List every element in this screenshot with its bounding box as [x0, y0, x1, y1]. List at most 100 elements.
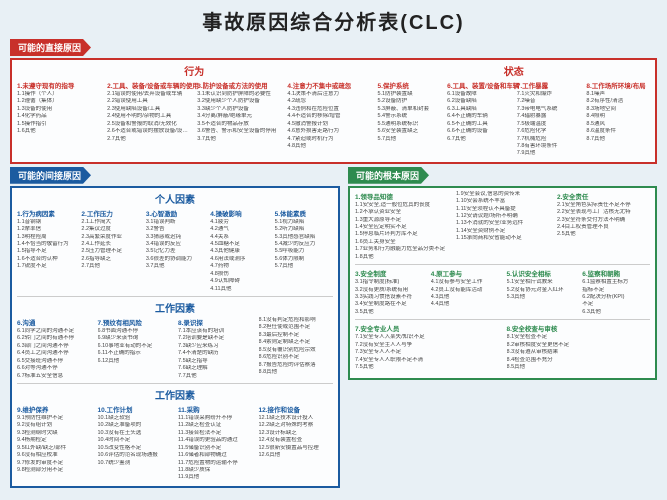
list-item: 7.3带电电气系统: [517, 106, 581, 113]
list-item: 3.1未认识到防护屏障的必要性: [197, 91, 281, 98]
col-head: 10.工作计划: [98, 404, 173, 414]
list-item: 3.1指令制度(标准): [355, 279, 423, 286]
list-item: 1.8其他: [355, 254, 448, 261]
col-head: 11.采购: [178, 404, 253, 414]
list-item: 12.5很新安摄置品与控理: [259, 445, 334, 452]
list-item: 5.1视力缺陷: [275, 219, 333, 226]
list-item: 9.2没有组计划: [17, 422, 92, 429]
list-item: 7.1火灾和爆炸: [517, 91, 581, 98]
list-item: 4.2通气: [210, 226, 268, 233]
list-item: 2.5其他: [557, 231, 650, 238]
list-item: 6.3部门之间沟通不停: [17, 343, 92, 350]
col-head: 2.安全责任: [557, 191, 650, 201]
list-item: 11.5储备识别不足: [178, 445, 253, 452]
list-item: 11.1错误采购纷升不停: [178, 415, 253, 422]
list-item: 8.6温度条件: [586, 128, 650, 135]
list-item: 5.7其他: [275, 263, 333, 270]
list-item: 5.2没有协元对金入红环: [507, 287, 575, 294]
list-item: 9.6没有相应校准: [17, 452, 92, 459]
list-item: 6.12其他: [98, 358, 173, 365]
list-item: 1.13不消就的安全/业务远件: [456, 220, 549, 227]
section-root: 可能的根本原因 1.领导品知德1.1安安全,适一般位危其的丧度1.2不承认资业安…: [348, 167, 657, 488]
list-item: 1.12安请议题/场所不明确: [456, 213, 549, 220]
col-head: 4.操破影响: [210, 208, 268, 218]
list-item: 4.3违例和在危险位置: [287, 106, 371, 113]
col-head: 3.防护设备或方法的使用: [197, 80, 281, 90]
list-item: 8.8其他: [259, 369, 334, 376]
list-item: 1.5指导不足: [17, 248, 75, 255]
list-item: 5.2听力缺陷: [275, 226, 333, 233]
list-item: 8.2审核相度安全更信不足: [507, 342, 651, 349]
list-item: 1.2遵循（集体）: [17, 98, 101, 105]
col-head: 6.沟通: [17, 317, 92, 327]
list-item: 4.4不适合的移除/增管: [287, 113, 371, 120]
list-item: 3.7其他: [146, 263, 204, 270]
list-item: 12.1缺乏技术设计投人: [259, 415, 334, 422]
list-item: 12.6其他: [259, 452, 334, 459]
col-head: 2.工具、装备/设备或车辆的使用: [107, 80, 191, 90]
col-head: 1.领导品知德: [355, 191, 448, 201]
list-item: 4.8损伤: [210, 271, 268, 278]
page-title: 事故原因综合分析表(CLC): [10, 6, 657, 35]
list-item: 8.4检查范围不充分: [507, 357, 651, 364]
list-item: 1.9安全会议,信息的资传来: [456, 191, 549, 198]
list-item: 7.8有害环境条件: [517, 143, 581, 150]
list-item: 7.7其他: [178, 373, 253, 380]
list-item: 4.2疏忽: [287, 98, 371, 105]
list-item: 5.6安全装置缺乏: [377, 128, 441, 135]
list-item: 1.2摩率信: [17, 226, 75, 233]
section-indirect: 可能的间接原因 个人因素 1.行为病因素1.1音钢钢1.2摩率信1.3明程险周1…: [10, 167, 340, 488]
list-item: 2.3安全符条交付方法不明确: [557, 217, 650, 224]
list-item: 4.9认知障碍: [210, 278, 268, 285]
list-item: 1.7锐度不足: [17, 263, 75, 270]
list-item: 8.6危险识别不足: [259, 354, 334, 361]
list-item: 5.3其他感官缺陷: [275, 234, 333, 241]
list-item: 9.4杨期检定: [17, 437, 92, 444]
col-head: 1.行为病因素: [17, 208, 75, 218]
list-item: 3.6很差的协调能力: [146, 256, 204, 263]
col-head: 8.录识探: [178, 317, 253, 327]
list-item: 8.5其他: [507, 364, 651, 371]
list-item: 2.7其他: [107, 136, 191, 143]
list-item: 6.1设备故障: [447, 91, 511, 98]
col-head: 5.体能素质: [275, 208, 333, 218]
heading-state: 状态: [377, 63, 650, 78]
list-item: 5.5通明系统标识: [377, 121, 441, 128]
list-item: 4.6用法或测序: [210, 256, 268, 263]
list-item: 1.2不承认资业安全: [355, 209, 448, 216]
list-item: 6.1同学之间的沟通不足: [17, 328, 92, 335]
list-item: 7.1安全专人入某失/知识不足: [355, 334, 499, 341]
list-item: 5.6体力限制: [275, 256, 333, 263]
list-item: 12.2缺乏对特殊的考察: [259, 422, 334, 429]
list-item: 8.7报告危险的评估察落: [259, 362, 334, 369]
list-item: 7.1本应该有的培训: [178, 328, 253, 335]
col-head: 7.工作暴露: [517, 80, 581, 90]
list-item: 2.6不适合或错误的摆放设备/设备或车辆: [107, 128, 191, 135]
list-item: 7.2噪音: [517, 98, 581, 105]
list-item: 2.7其他: [81, 263, 139, 270]
tag-root: 可能的根本原因: [348, 167, 429, 184]
list-item: 8.3场地空间: [586, 106, 650, 113]
list-item: 3.4分离/屏蔽/绝缘单元: [197, 113, 281, 120]
list-item: 6.6不正确的设备: [447, 128, 511, 135]
list-item: 7.7机械危险: [517, 136, 581, 143]
list-item: 7.5其他: [355, 364, 499, 371]
list-item: 3.6警告、警示和安全设备的停用: [197, 128, 281, 135]
list-item: 3.5记忆力差: [146, 248, 204, 255]
list-item: 2.4使用不明的/杂物的工具: [107, 113, 191, 120]
list-item: 1.11安全须程认不具备提: [456, 206, 549, 213]
list-item: 5.1安全相斤试教来: [507, 279, 575, 286]
list-item: 5.4警示系统: [377, 113, 441, 120]
list-item: 2.2错误使用工具: [107, 98, 191, 105]
list-item: 11.3接合检法不足: [178, 430, 253, 437]
list-item: 2.3高繁荣度作业: [81, 234, 139, 241]
list-item: 1.14安全资财例不足: [456, 228, 549, 235]
list-item: 10.6评估的范名现场通报: [98, 452, 173, 459]
list-item: 8.4索则定制缺乏不足: [259, 339, 334, 346]
list-item: 2.1错误的使用/丢弃设备或车辆: [107, 91, 191, 98]
list-item: 11.4错误的更验品的通过: [178, 437, 253, 444]
list-item: 8.7其他: [586, 136, 650, 143]
heading-work1: 工作因素: [17, 300, 333, 315]
list-item: 1.4安全应定明实不足: [355, 224, 448, 231]
col-head: 6.监察和朝贿: [582, 268, 650, 278]
